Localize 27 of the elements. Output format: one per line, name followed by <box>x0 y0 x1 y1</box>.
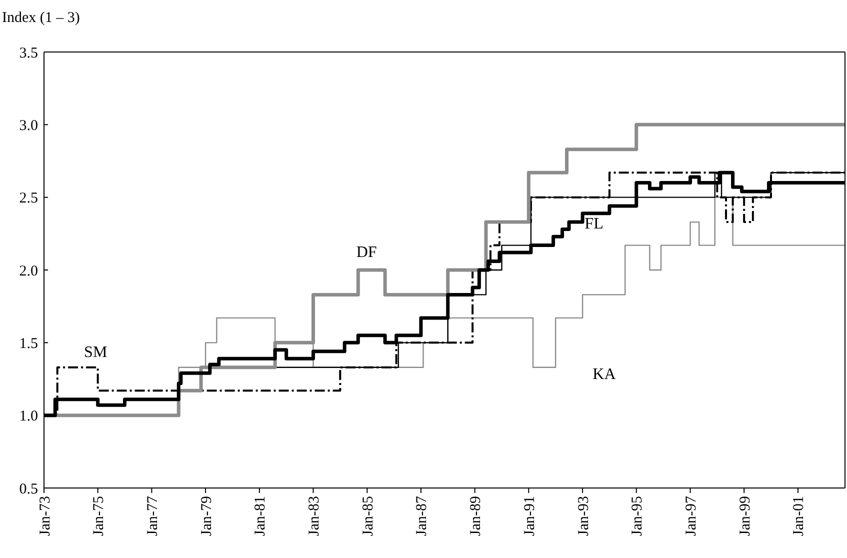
series-label: SM <box>84 344 108 362</box>
x-tick-label: Jan-81 <box>252 496 269 536</box>
x-tick-label: Jan-77 <box>144 496 161 536</box>
y-tick-label: 1.0 <box>19 408 38 425</box>
series-label: DF <box>356 244 377 261</box>
text: KA <box>592 366 616 383</box>
x-tick-label: Jan-01 <box>791 496 808 536</box>
x-tick-label: Jan-89 <box>468 496 484 536</box>
x-tick-label: Jan-85 <box>360 496 376 536</box>
x-tick-label: Jan-95 <box>630 496 646 536</box>
y-tick-label: 1.5 <box>19 336 38 352</box>
series-label: FL <box>584 216 604 233</box>
y-tick-label: 2.5 <box>19 190 38 207</box>
y-tick-label: 3.0 <box>19 118 38 134</box>
x-tick-label: Jan-79 <box>198 496 215 536</box>
x-tick-label: Jan-99 <box>737 496 754 536</box>
x-tick-label: Jan-93 <box>576 496 592 536</box>
x-tick-label: Jan-91 <box>522 496 538 536</box>
y-tick-label: 2.0 <box>19 263 38 280</box>
x-tick-label: Jan-83 <box>306 496 322 536</box>
x-tick-label: Jan-75 <box>91 496 108 536</box>
y-tick-label: 0.5 <box>19 481 38 498</box>
x-tick-label: Jan-97 <box>684 496 700 536</box>
y-tick-label: 3.5 <box>19 45 38 62</box>
y-axis-title: Index (1 – 3) <box>2 10 80 26</box>
x-tick-label: Jan-73 <box>37 496 54 536</box>
x-tick-label: Jan-87 <box>414 496 430 536</box>
